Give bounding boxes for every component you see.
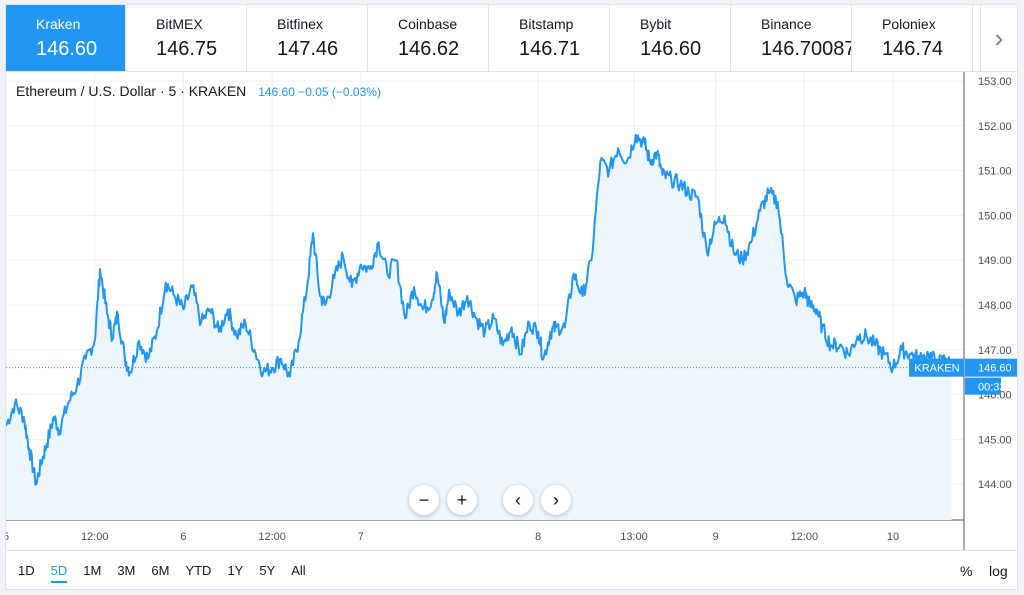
x-tick-label: 10	[887, 531, 899, 543]
price-chart[interactable]: 153.00 152.00 151.00 150.00 149.00 148.00 147.…	[6, 72, 1018, 550]
tab-binance[interactable]: Binance 146.700873	[731, 5, 852, 71]
range-6m[interactable]: 6M	[151, 563, 170, 578]
x-tick-label: 5	[6, 531, 9, 543]
bottom-toolbar: 1D 5D 1M 3M 6M YTD 1Y 5Y All % log	[6, 550, 1017, 589]
chart-controls: − + ‹ ›	[409, 485, 571, 515]
tab-bitmex[interactable]: BitMEX 146.75	[126, 5, 247, 71]
x-tick-label: 8	[535, 531, 541, 543]
tab-bitfinex[interactable]: Bitfinex 147.46	[247, 5, 368, 71]
tab-name: Coinbase	[398, 16, 458, 32]
tab-price: 146.700873	[761, 38, 851, 60]
tab-price: 147.46	[277, 38, 339, 60]
x-tick-label: 12:00	[791, 531, 819, 543]
range-all[interactable]: All	[291, 563, 306, 578]
range-3m[interactable]: 3M	[117, 563, 136, 578]
y-tick-label: 152.00	[978, 121, 1012, 133]
exchange-label-text: KRAKEN	[914, 363, 959, 375]
tab-bybit[interactable]: Bybit 146.60	[610, 5, 731, 71]
tab-price: 146.74	[882, 38, 944, 60]
zoom-out-button[interactable]: −	[409, 485, 439, 515]
range-1d[interactable]: 1D	[18, 563, 35, 578]
x-tick-label: 7	[358, 531, 364, 543]
range-selector: 1D 5D 1M 3M 6M YTD 1Y 5Y All	[18, 563, 322, 583]
tab-coinbase[interactable]: Coinbase 146.62	[368, 5, 489, 71]
zoom-in-button[interactable]: +	[447, 485, 477, 515]
chevron-right-icon[interactable]: ›	[980, 5, 1017, 71]
symbol-description: Ethereum / U.S. Dollar · 5 · KRAKEN	[16, 83, 247, 99]
y-tick-label: 153.00	[978, 76, 1012, 88]
tab-price: 146.60	[640, 38, 702, 60]
percent-scale-toggle[interactable]: %	[960, 563, 973, 579]
current-price-text: 146.60	[978, 363, 1012, 375]
y-tick-label: 145.00	[978, 434, 1012, 446]
chart-legend: Ethereum / U.S. Dollar · 5 · KRAKEN 146.…	[16, 83, 381, 99]
tab-kraken[interactable]: Kraken 146.60	[6, 5, 126, 71]
tab-name: BitMEX	[156, 16, 203, 32]
chart-widget: Kraken 146.60 BitMEX 146.75 Bitfinex 147…	[5, 4, 1018, 590]
tab-price: 146.62	[398, 38, 460, 60]
current-price-label	[965, 358, 1017, 377]
last-quote: 146.60 −0.05 (−0.03%)	[258, 85, 381, 99]
y-tick-label: 150.00	[978, 210, 1012, 222]
x-tick-label: 6	[180, 531, 186, 543]
tab-name: Poloniex	[882, 16, 936, 32]
countdown-label	[965, 377, 1001, 395]
scroll-left-button[interactable]: ‹	[503, 485, 533, 515]
y-tick-label: 151.00	[978, 166, 1012, 178]
range-1y[interactable]: 1Y	[227, 563, 244, 578]
tab-name: Kraken	[36, 16, 81, 32]
tab-name: Bitstamp	[519, 16, 574, 32]
x-tick-label: 13:00	[620, 531, 648, 543]
countdown-text: 00:33	[978, 382, 1006, 394]
y-tick-label: 147.00	[978, 345, 1012, 357]
x-tick-label: 12:00	[258, 531, 286, 543]
price-line	[6, 133, 953, 486]
range-5d[interactable]: 5D	[50, 563, 68, 583]
exchange-tabs: Kraken 146.60 BitMEX 146.75 Bitfinex 147…	[6, 5, 1017, 72]
range-1m[interactable]: 1M	[83, 563, 102, 578]
log-scale-toggle[interactable]: log	[989, 563, 1008, 579]
y-tick-label: 144.00	[978, 479, 1012, 491]
tab-name: Bybit	[640, 16, 672, 32]
tab-price: 146.60	[36, 38, 98, 60]
tab-price: 146.75	[156, 38, 218, 60]
y-tick-label: 149.00	[978, 255, 1012, 267]
tab-price: 146.71	[519, 38, 581, 60]
range-ytd[interactable]: YTD	[185, 563, 212, 578]
x-tick-label: 9	[713, 531, 719, 543]
tab-bitstamp[interactable]: Bitstamp 146.71	[489, 5, 610, 71]
exchange-price-label	[909, 358, 964, 377]
tab-poloniex[interactable]: Poloniex 146.74	[852, 5, 973, 71]
tab-name: Binance	[761, 16, 812, 32]
y-tick-label: 148.00	[978, 300, 1012, 312]
tab-name: Bitfinex	[277, 16, 323, 32]
range-5y[interactable]: 5Y	[259, 563, 276, 578]
scroll-right-button[interactable]: ›	[541, 485, 571, 515]
x-tick-label: 12:00	[81, 531, 109, 543]
